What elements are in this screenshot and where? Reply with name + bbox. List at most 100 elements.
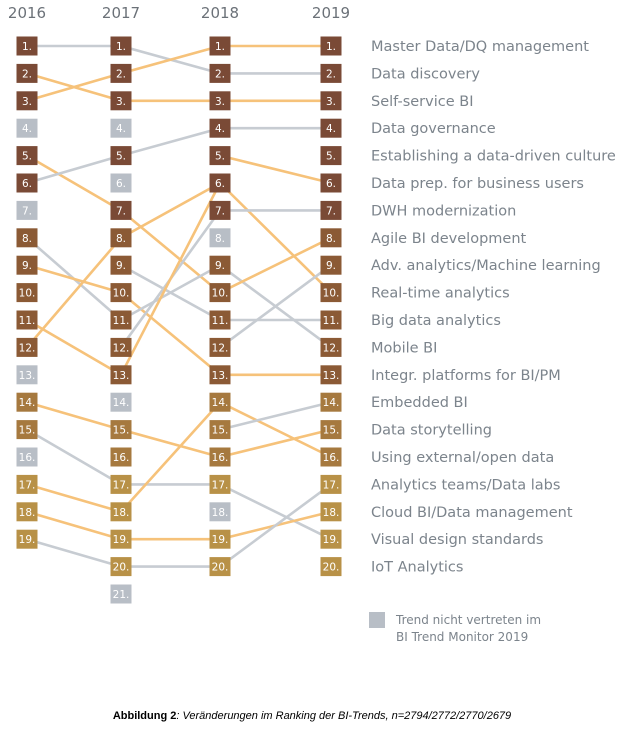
rank-badge-2018-14 <box>209 392 231 412</box>
trend-label-12: Mobile BI <box>371 340 437 356</box>
bump-chart: 2016 2017 2018 2019 1. 2. 3. 4. 5. 6. 7. 8. 9. 10. 11… <box>8 4 616 644</box>
rank-badge-label-2017-1: 1. <box>116 41 126 53</box>
trend-label-2: Data discovery <box>371 66 480 82</box>
rank-badge-label-2019-8: 8. <box>326 233 336 245</box>
rank-badge-2016-2 <box>16 63 38 83</box>
rank-badge-2018-13 <box>209 365 231 385</box>
year-header-2019: 2019 <box>312 4 350 22</box>
rank-badge-label-2017-14: 14. <box>113 397 130 409</box>
year-headers: 2016 2017 2018 2019 <box>8 4 350 22</box>
rank-badge-label-2018-17: 17. <box>212 479 229 491</box>
rank-badge-2016-1 <box>16 36 38 56</box>
rank-badge-2017-6 <box>110 173 132 193</box>
rank-badge-label-2016-15: 15. <box>19 425 36 437</box>
rank-badge-label-2019-12: 12. <box>323 342 340 354</box>
rank-badge-2018-1 <box>209 36 231 56</box>
rank-badge-2019-4 <box>320 118 342 138</box>
rank-badge-label-2018-9: 9. <box>215 260 225 272</box>
rank-badge-label-2019-7: 7. <box>326 205 336 217</box>
rank-badge-label-2019-19: 19. <box>323 534 340 546</box>
rank-badge-2018-18 <box>209 502 231 522</box>
rank-line-25 <box>119 428 222 459</box>
rank-line-2 <box>25 72 123 103</box>
rank-badge-label-2017-10: 10. <box>113 288 130 300</box>
trend-label-7: DWH modernization <box>371 203 516 219</box>
rank-badge-label-2016-18: 18. <box>19 507 36 519</box>
rank-badge-label-2018-18: 18. <box>212 507 229 519</box>
rank-badge-label-2019-20: 20. <box>323 562 340 574</box>
rank-badge-2016-7 <box>16 200 38 220</box>
rank-badge-label-2016-10: 10. <box>19 288 36 300</box>
rank-badge-2016-4 <box>16 118 38 138</box>
rank-badge-label-2016-17: 17. <box>19 479 36 491</box>
rank-badge-2018-7 <box>209 200 231 220</box>
rank-badge-2016-11 <box>16 310 38 330</box>
rank-badge-label-2018-20: 20. <box>212 562 229 574</box>
rank-badge-2019-14 <box>320 392 342 412</box>
trend-label-17: Analytics teams/Data labs <box>371 477 560 493</box>
rank-line-45 <box>218 483 333 541</box>
rank-line-22 <box>119 263 222 322</box>
rank-badge-2016-15 <box>16 420 38 440</box>
rank-badge-2017-4 <box>110 118 132 138</box>
rank-badge-label-2017-6: 6. <box>116 178 126 190</box>
rank-badge-2016-13 <box>16 365 38 385</box>
rank-badge-2019-9 <box>320 255 342 275</box>
rank-badge-label-2016-3: 3. <box>22 96 32 108</box>
rank-badge-2018-19 <box>209 529 231 549</box>
rank-line-21 <box>119 291 222 377</box>
rank-badge-label-2019-4: 4. <box>326 123 336 135</box>
rank-lines <box>25 44 333 568</box>
rank-badge-2019-13 <box>320 365 342 385</box>
rank-badge-2016-6 <box>16 173 38 193</box>
trend-label-4: Data governance <box>371 121 496 137</box>
rank-badge-label-2019-17: 17. <box>323 479 340 491</box>
rank-badge-label-2019-2: 2. <box>326 68 336 80</box>
rank-badge-label-2018-12: 12. <box>212 342 229 354</box>
rank-badge-2019-17 <box>320 474 342 494</box>
rank-badge-2017-1 <box>110 36 132 56</box>
rank-badge-label-2016-14: 14. <box>19 397 36 409</box>
rank-badge-2018-8 <box>209 228 231 248</box>
rank-badge-2016-10 <box>16 283 38 303</box>
rank-line-8 <box>25 236 123 349</box>
rank-badge-2018-6 <box>209 173 231 193</box>
year-header-2017: 2017 <box>102 4 140 22</box>
rank-badge-2017-18 <box>110 502 132 522</box>
rank-badge-label-2016-13: 13. <box>19 370 36 382</box>
rank-badge-2016-14 <box>16 392 38 412</box>
rank-line-43 <box>218 400 333 431</box>
rank-line-19 <box>119 181 222 240</box>
rank-badge-2019-8 <box>320 228 342 248</box>
rank-badge-2016-3 <box>16 91 38 111</box>
rank-badge-2019-20 <box>320 557 342 577</box>
rank-badge-2019-1 <box>320 36 342 56</box>
rank-badge-label-2017-3: 3. <box>116 96 126 108</box>
rank-badge-2016-9 <box>16 255 38 275</box>
rank-line-4 <box>25 154 123 185</box>
rank-badge-label-2016-5: 5. <box>22 151 32 163</box>
rank-line-18 <box>119 209 222 294</box>
trend-label-16: Using external/open data <box>371 450 554 466</box>
rank-badge-label-2018-7: 7. <box>215 205 225 217</box>
rank-badge-label-2017-13: 13. <box>113 370 130 382</box>
rank-badge-2019-19 <box>320 529 342 549</box>
trend-label-20: IoT Analytics <box>371 560 463 576</box>
rank-badge-2019-3 <box>320 91 342 111</box>
rank-badge-label-2018-4: 4. <box>215 123 225 135</box>
rank-line-6 <box>25 263 123 294</box>
rank-badge-label-2017-5: 5. <box>116 151 126 163</box>
rank-line-11 <box>25 483 123 514</box>
rank-badge-label-2016-8: 8. <box>22 233 32 245</box>
rank-badge-label-2018-11: 11. <box>212 315 229 327</box>
rank-line-15 <box>119 44 222 75</box>
rank-badge-label-2017-20: 20. <box>113 562 130 574</box>
rank-line-40 <box>218 263 333 349</box>
rank-badge-2018-10 <box>209 283 231 303</box>
rank-badge-label-2016-19: 19. <box>19 534 36 546</box>
rank-badge-2017-5 <box>110 146 132 166</box>
rank-badge-2017-20 <box>110 557 132 577</box>
trend-label-6: Data prep. for business users <box>371 176 584 192</box>
rank-badge-label-2018-8: 8. <box>215 233 225 245</box>
trend-labels: Master Data/DQ management Data discovery S… <box>371 39 616 576</box>
